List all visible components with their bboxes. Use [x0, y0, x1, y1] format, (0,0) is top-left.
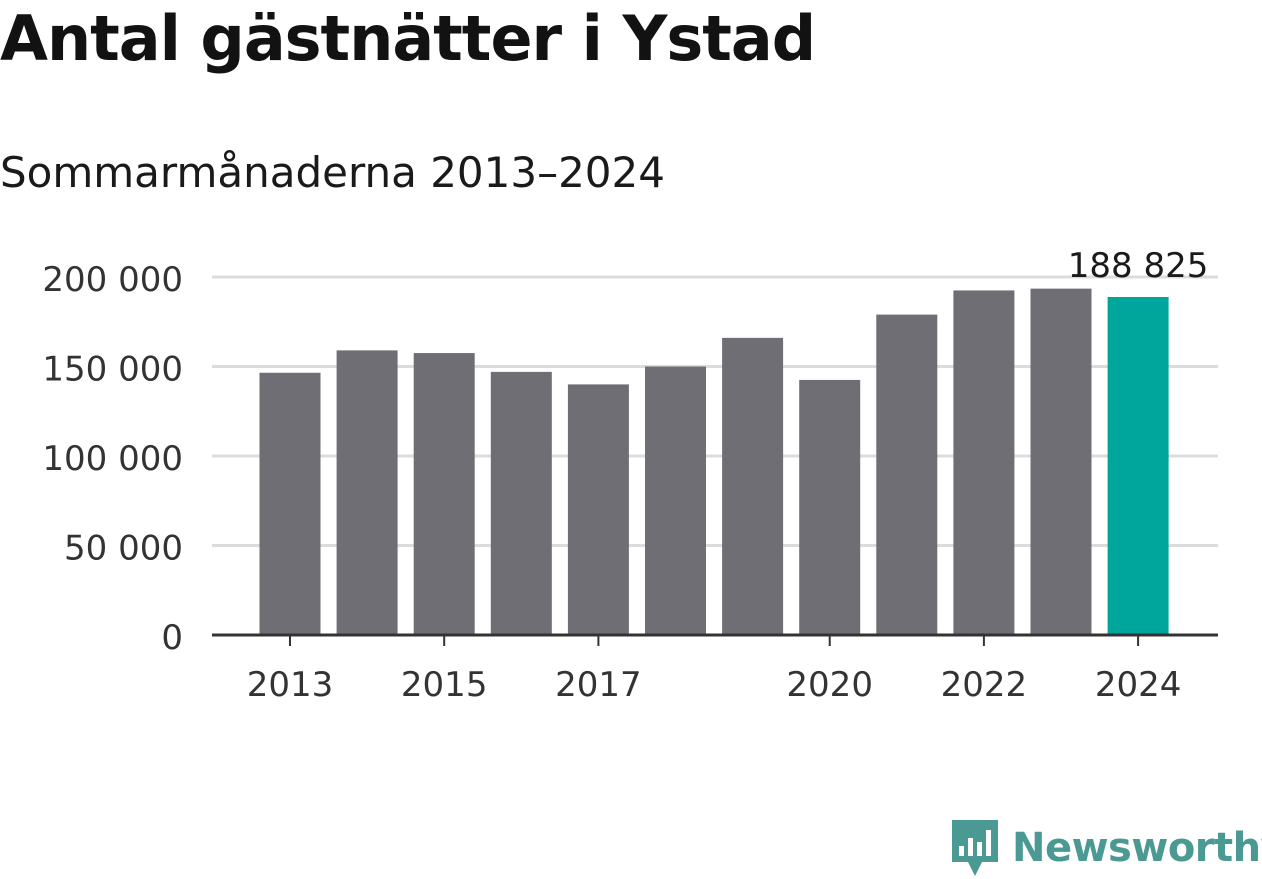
logo-text: Newsworthy: [1012, 825, 1262, 871]
logo-chart-icon: [952, 820, 998, 876]
chart-title: Antal gästnätter i Ystad: [0, 2, 816, 75]
bar: [259, 372, 321, 635]
bar: [722, 337, 784, 635]
newsworthy-logo: Newsworthy: [950, 818, 1262, 878]
bar: [567, 384, 629, 635]
data-label: 188 825: [1068, 246, 1209, 286]
x-tick-label: 2017: [555, 665, 642, 705]
chart-subtitle: Sommarmånaderna 2013–2024: [0, 148, 665, 197]
bar: [413, 353, 475, 635]
x-tick-label: 2022: [941, 665, 1028, 705]
y-tick-label: 50 000: [64, 529, 183, 569]
bar: [1107, 297, 1169, 635]
y-tick-label: 0: [161, 618, 183, 658]
x-tick-label: 2024: [1095, 665, 1182, 705]
y-tick-label: 150 000: [42, 350, 183, 390]
bar: [336, 350, 398, 635]
bar: [953, 290, 1015, 635]
y-tick-label: 100 000: [42, 439, 183, 479]
bar: [490, 371, 552, 635]
bar: [799, 379, 861, 635]
bar: [645, 366, 706, 635]
x-tick-label: 2015: [401, 665, 488, 705]
x-tick-label: 2013: [247, 665, 334, 705]
bar: [876, 314, 938, 635]
bar: [1030, 288, 1092, 635]
y-tick-label: 200 000: [42, 260, 183, 300]
x-tick-label: 2020: [786, 665, 873, 705]
